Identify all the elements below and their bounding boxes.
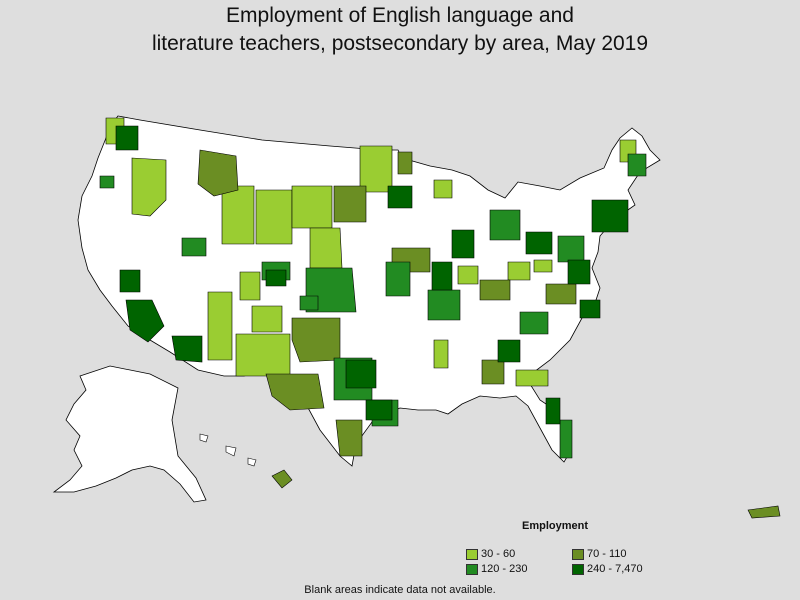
legend-label: 70 - 110 — [587, 548, 627, 561]
legend-item-70-110: 70 - 110 — [572, 548, 627, 560]
region — [265, 373, 325, 411]
tier-240-7470-regions — [115, 125, 629, 425]
region — [255, 189, 293, 245]
denver-region — [265, 269, 287, 287]
region — [397, 151, 413, 175]
hawaii-region — [271, 469, 293, 489]
title-line-1: Employment of English language and — [226, 4, 574, 27]
legend-swatch — [572, 548, 584, 560]
region — [99, 175, 115, 189]
legend-item-30-60: 30 - 60 — [466, 548, 515, 560]
region — [433, 179, 453, 199]
region — [131, 157, 167, 217]
seattle-region — [115, 125, 139, 151]
region — [427, 289, 461, 321]
title-line-2: literature teachers, postsecondary by ar… — [151, 32, 649, 55]
region — [207, 291, 233, 361]
legend-swatch — [572, 563, 584, 575]
region — [309, 227, 343, 269]
region — [545, 283, 577, 305]
region — [291, 317, 341, 363]
phoenix-region — [171, 335, 203, 363]
map-title: Employment of English language and liter… — [0, 2, 800, 58]
alaska-outline — [52, 365, 207, 503]
region — [221, 185, 255, 245]
tampa-region — [545, 397, 561, 425]
region — [457, 265, 479, 285]
region — [533, 259, 553, 273]
region — [385, 261, 411, 297]
chicago-region — [451, 229, 475, 259]
tier-30-60-regions — [105, 117, 637, 387]
footnote: Blank areas indicate data not available. — [304, 584, 496, 596]
region — [335, 419, 363, 457]
puerto-rico — [747, 505, 781, 519]
new-york-region — [591, 199, 629, 233]
region — [299, 295, 319, 311]
region — [507, 261, 531, 281]
legend-title: Employment — [522, 520, 589, 532]
region — [235, 333, 291, 377]
region — [479, 279, 511, 301]
region — [489, 209, 521, 241]
region — [181, 237, 207, 257]
legend-swatch — [466, 548, 478, 560]
legend-label: 240 - 7,470 — [587, 563, 643, 576]
region — [627, 153, 647, 177]
region — [197, 149, 239, 197]
atlanta-region — [497, 339, 521, 363]
region — [433, 339, 449, 369]
minneapolis-region — [387, 185, 413, 209]
region — [481, 359, 505, 385]
houston-region — [365, 399, 393, 421]
region — [431, 261, 453, 291]
region — [579, 299, 601, 319]
region — [359, 145, 393, 193]
pittsburgh-region — [525, 231, 553, 255]
dc-region — [567, 259, 591, 285]
legend-label: 120 - 230 — [481, 563, 528, 576]
region — [557, 235, 585, 263]
region — [519, 311, 549, 335]
legend-swatch — [466, 563, 478, 575]
region — [515, 369, 549, 387]
region — [119, 269, 141, 293]
region — [239, 271, 261, 301]
region — [333, 185, 367, 223]
region — [251, 305, 283, 333]
dallas-region — [345, 359, 377, 389]
legend-item-120-230: 120 - 230 — [466, 563, 527, 575]
region — [559, 419, 573, 459]
region — [291, 185, 333, 229]
legend-label: 30 - 60 — [481, 548, 516, 561]
los-angeles-region — [125, 299, 165, 343]
legend-item-240-7470: 240 - 7,470 — [572, 563, 643, 575]
hawaii-islands — [199, 433, 257, 467]
